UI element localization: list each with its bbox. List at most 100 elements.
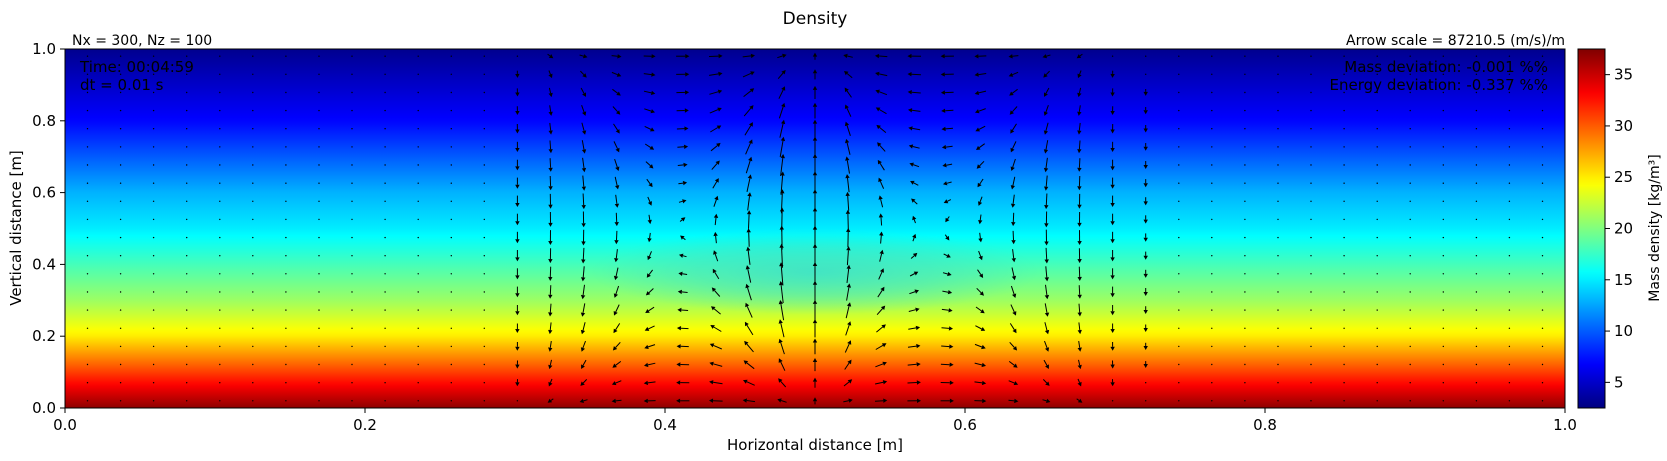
velocity-dot bbox=[483, 164, 485, 166]
velocity-arrow bbox=[1043, 157, 1049, 173]
velocity-arrow bbox=[676, 126, 689, 131]
velocity-dot bbox=[219, 309, 221, 311]
velocity-arrow bbox=[1077, 322, 1082, 335]
velocity-dot bbox=[219, 345, 221, 348]
velocity-dot bbox=[285, 218, 287, 221]
velocity-arrow bbox=[978, 196, 983, 206]
x-tick-label: 0.4 bbox=[653, 416, 677, 434]
velocity-dot bbox=[1508, 128, 1511, 130]
velocity-arrow bbox=[709, 398, 723, 403]
velocity-dot bbox=[86, 400, 89, 402]
velocity-dot bbox=[1310, 400, 1312, 402]
velocity-dot bbox=[152, 345, 155, 348]
velocity-dot bbox=[252, 218, 254, 221]
plot-frame bbox=[64, 48, 1566, 409]
velocity-dot bbox=[1277, 236, 1279, 239]
velocity-arrow bbox=[843, 398, 853, 403]
velocity-dot bbox=[219, 73, 221, 76]
velocity-arrow bbox=[709, 107, 722, 114]
velocity-dot bbox=[1508, 55, 1511, 57]
velocity-arrow bbox=[908, 108, 921, 113]
velocity-arrow bbox=[747, 192, 752, 211]
energy-deviation-annotation: Energy deviation: -0.337 %% bbox=[1330, 76, 1548, 94]
velocity-dot bbox=[1178, 291, 1180, 293]
velocity-dot bbox=[285, 363, 287, 366]
velocity-arrow bbox=[976, 287, 984, 296]
velocity-arrow bbox=[1044, 211, 1049, 228]
velocity-arrow bbox=[712, 178, 719, 189]
velocity-dot bbox=[1376, 382, 1378, 384]
velocity-dot bbox=[1277, 291, 1279, 293]
velocity-arrow bbox=[846, 264, 851, 283]
velocity-dot bbox=[119, 363, 122, 366]
chart-title: Density bbox=[783, 9, 848, 29]
velocity-arrow bbox=[548, 211, 553, 227]
velocity-arrow bbox=[645, 288, 654, 296]
velocity-dot bbox=[1508, 363, 1511, 366]
y-axis: 0.0 0.2 0.4 0.6 0.8 1.0 bbox=[32, 40, 65, 417]
velocity-arrow bbox=[974, 90, 987, 95]
velocity-dot bbox=[1244, 382, 1246, 384]
velocity-dot bbox=[483, 218, 485, 221]
velocity-dot bbox=[1244, 200, 1246, 202]
velocity-arrow bbox=[580, 322, 586, 335]
velocity-arrow bbox=[876, 305, 886, 316]
velocity-arrow bbox=[713, 213, 719, 226]
velocity-arrow bbox=[1077, 359, 1082, 370]
velocity-dot bbox=[285, 255, 287, 257]
velocity-dot bbox=[417, 218, 419, 221]
velocity-arrow bbox=[777, 53, 787, 59]
velocity-dot bbox=[1277, 400, 1279, 402]
velocity-dot bbox=[1244, 327, 1246, 329]
velocity-dot bbox=[1310, 91, 1312, 94]
velocity-dot bbox=[285, 382, 287, 384]
velocity-dot bbox=[285, 73, 287, 76]
velocity-arrow bbox=[877, 142, 886, 152]
velocity-arrow bbox=[974, 343, 986, 350]
velocity-dot bbox=[318, 164, 320, 166]
velocity-dot bbox=[1244, 164, 1246, 166]
velocity-dot bbox=[417, 363, 419, 366]
velocity-dot bbox=[318, 218, 320, 221]
velocity-dot bbox=[1244, 309, 1246, 311]
velocity-dot bbox=[1475, 91, 1478, 94]
velocity-arrow bbox=[846, 246, 851, 266]
velocity-arrow bbox=[812, 338, 818, 355]
velocity-dot bbox=[351, 146, 353, 148]
velocity-arrow bbox=[940, 90, 954, 95]
velocity-dot bbox=[450, 164, 452, 166]
velocity-arrow bbox=[1044, 340, 1050, 352]
velocity-dot bbox=[351, 182, 353, 184]
velocity-arrow bbox=[548, 285, 553, 299]
velocity-dot bbox=[318, 273, 320, 275]
velocity-dot bbox=[483, 91, 485, 94]
velocity-dot bbox=[450, 91, 452, 94]
velocity-dot bbox=[1211, 182, 1213, 184]
velocity-dot bbox=[119, 182, 122, 184]
velocity-dot bbox=[86, 73, 89, 76]
velocity-dot bbox=[450, 128, 452, 130]
velocity-dot bbox=[186, 91, 188, 94]
velocity-dot bbox=[1475, 291, 1478, 293]
velocity-dot bbox=[384, 236, 386, 239]
velocity-dot bbox=[86, 146, 89, 148]
velocity-dot bbox=[1343, 128, 1345, 130]
velocity-arrow bbox=[677, 144, 689, 149]
velocity-dot bbox=[1541, 309, 1544, 311]
velocity-dot bbox=[1277, 109, 1279, 112]
velocity-arrow bbox=[1044, 247, 1049, 264]
velocity-dot bbox=[351, 255, 353, 257]
velocity-dot bbox=[1541, 345, 1544, 348]
velocity-dot bbox=[219, 255, 221, 257]
velocity-dot bbox=[351, 164, 353, 166]
velocity-arrow bbox=[1143, 288, 1148, 296]
velocity-arrow bbox=[515, 141, 520, 152]
velocity-arrow bbox=[613, 285, 620, 298]
velocity-arrow bbox=[679, 217, 686, 222]
velocity-arrow bbox=[711, 306, 721, 315]
velocity-arrow bbox=[643, 90, 656, 95]
velocity-dot bbox=[119, 55, 122, 57]
velocity-dot bbox=[1178, 255, 1180, 257]
velocity-dot bbox=[1376, 109, 1378, 112]
velocity-dot bbox=[1409, 345, 1411, 348]
